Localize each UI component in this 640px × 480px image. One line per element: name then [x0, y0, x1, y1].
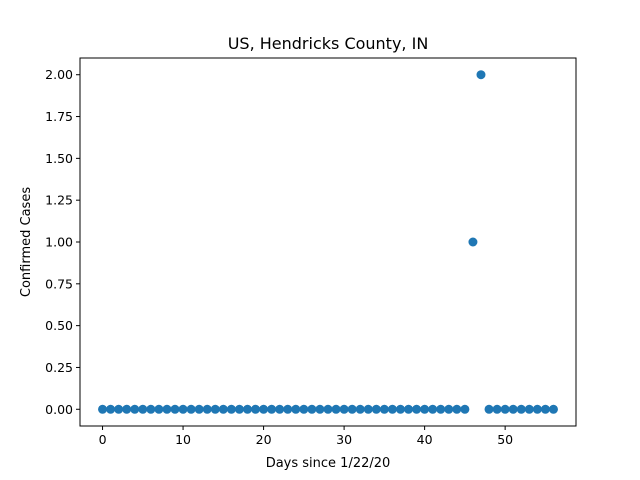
data-point — [387, 404, 397, 414]
data-point — [146, 404, 156, 414]
x-axis-label: Days since 1/22/20 — [266, 456, 391, 471]
data-point — [138, 404, 148, 414]
data-point — [331, 404, 341, 414]
data-point — [468, 237, 478, 247]
data-point — [444, 404, 454, 414]
data-point — [194, 404, 204, 414]
data-point — [516, 404, 526, 414]
data-point — [210, 404, 220, 414]
y-axis-ticks: 0.00 0.25 0.50 0.75 1.00 1.25 1.50 1.75 2.00 — [45, 67, 80, 417]
data-point — [251, 404, 261, 414]
data-point — [114, 404, 124, 414]
data-point — [98, 404, 108, 414]
data-point — [484, 404, 494, 414]
data-point — [315, 404, 325, 414]
data-point — [532, 404, 542, 414]
x-tick-label: 30 — [336, 432, 352, 447]
data-point — [500, 404, 510, 414]
data-point — [170, 404, 180, 414]
data-point — [202, 404, 212, 414]
y-tick-label: 0.50 — [45, 318, 73, 333]
y-tick-label: 1.00 — [45, 235, 73, 250]
data-point — [428, 404, 438, 414]
data-point — [106, 404, 116, 414]
y-axis-label: Confirmed Cases — [19, 187, 34, 297]
data-point — [267, 404, 277, 414]
data-point — [524, 404, 534, 414]
data-point — [436, 404, 446, 414]
data-point — [355, 404, 365, 414]
data-point — [275, 404, 285, 414]
data-point — [508, 404, 518, 414]
y-tick-label: 0.00 — [45, 402, 73, 417]
data-point — [283, 404, 293, 414]
y-tick-label: 1.25 — [45, 193, 73, 208]
data-point — [242, 404, 252, 414]
data-point — [404, 404, 414, 414]
data-point — [178, 404, 188, 414]
data-point — [476, 70, 486, 80]
data-point — [291, 404, 301, 414]
data-point — [412, 404, 422, 414]
y-tick-label: 1.50 — [45, 151, 73, 166]
x-tick-label: 40 — [417, 432, 433, 447]
data-point — [218, 404, 228, 414]
x-tick-label: 10 — [175, 432, 191, 447]
data-point — [548, 404, 558, 414]
data-point — [323, 404, 333, 414]
data-point — [307, 404, 317, 414]
data-point — [460, 404, 470, 414]
data-points — [98, 70, 558, 414]
data-point — [540, 404, 550, 414]
data-point — [259, 404, 269, 414]
data-point — [234, 404, 244, 414]
x-tick-label: 0 — [99, 432, 107, 447]
data-point — [162, 404, 172, 414]
data-point — [492, 404, 502, 414]
data-point — [371, 404, 381, 414]
data-point — [186, 404, 196, 414]
y-tick-label: 2.00 — [45, 67, 73, 82]
plot-frame — [79, 57, 577, 427]
y-tick-label: 0.25 — [45, 360, 73, 375]
y-tick-label: 1.75 — [45, 109, 73, 124]
data-point — [420, 404, 430, 414]
x-tick-label: 50 — [497, 432, 513, 447]
x-axis-ticks: 0 10 20 30 40 50 — [99, 426, 513, 447]
data-point — [339, 404, 349, 414]
data-point — [379, 404, 389, 414]
y-tick-label: 0.75 — [45, 276, 73, 291]
x-tick-label: 20 — [256, 432, 272, 447]
data-point — [363, 404, 373, 414]
data-point — [395, 404, 405, 414]
data-point — [122, 404, 132, 414]
data-point — [154, 404, 164, 414]
chart-title: US, Hendricks County, IN — [228, 34, 429, 53]
data-point — [299, 404, 309, 414]
data-point — [226, 404, 236, 414]
data-point — [130, 404, 140, 414]
data-point — [452, 404, 462, 414]
data-point — [347, 404, 357, 414]
